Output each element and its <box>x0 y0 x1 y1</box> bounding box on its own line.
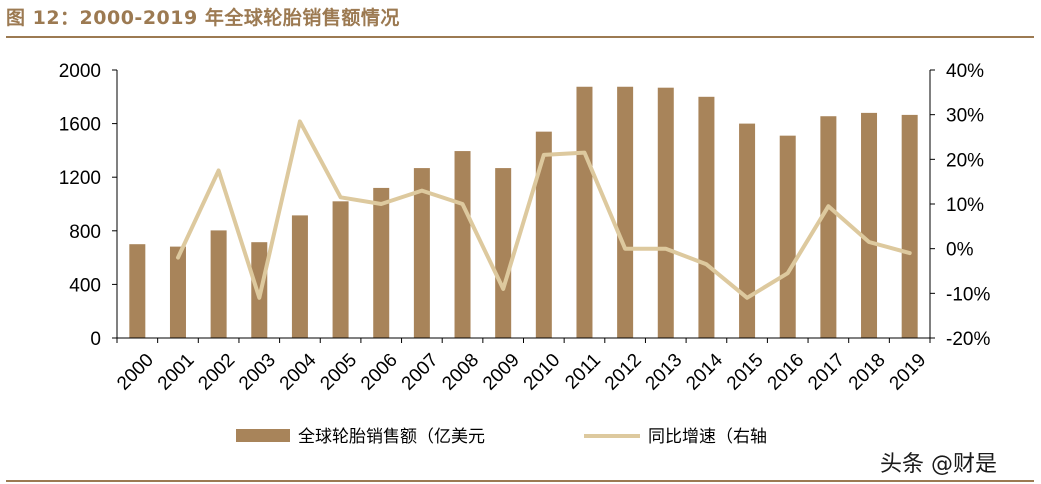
bar-2006 <box>373 187 390 338</box>
x-tick-label: 2009 <box>479 350 524 395</box>
bar-2013 <box>657 87 674 338</box>
bar-2012 <box>617 86 634 338</box>
bar-2018 <box>861 112 878 338</box>
x-tick-label: 2011 <box>561 350 605 394</box>
bar-2009 <box>495 168 512 338</box>
right-tick-label: 10% <box>946 195 984 216</box>
bar-2019 <box>901 114 918 338</box>
bar-2005 <box>332 201 349 338</box>
x-tick-label: 2018 <box>845 350 890 395</box>
bar-2001 <box>169 246 186 338</box>
bar-2008 <box>454 151 471 338</box>
legend-bar-label: 全球轮胎销售额（亿美元 <box>298 427 485 447</box>
x-tick-label: 2015 <box>723 350 768 395</box>
x-tick-label: 2008 <box>438 350 483 395</box>
x-tick-label: 2017 <box>804 350 849 395</box>
right-tick-label: 20% <box>946 150 984 171</box>
right-tick-label: 30% <box>946 106 984 127</box>
left-tick-label: 1600 <box>59 115 101 136</box>
x-tick-label: 2002 <box>194 350 239 395</box>
x-tick-label: 2016 <box>764 350 809 395</box>
left-tick-label: 400 <box>69 275 101 296</box>
legend-bar-swatch <box>236 429 290 442</box>
bar-2002 <box>210 230 227 338</box>
left-tick-label: 800 <box>69 222 101 243</box>
top-divider <box>6 36 1034 38</box>
bar-2010 <box>535 131 552 338</box>
x-tick-label: 2014 <box>682 349 727 394</box>
x-tick-label: 2010 <box>520 350 565 395</box>
bar-2016 <box>779 135 796 338</box>
left-tick-label: 1200 <box>59 168 101 189</box>
x-tick-label: 2000 <box>113 350 158 395</box>
x-tick-label: 2007 <box>398 350 443 395</box>
x-tick-label: 2013 <box>642 350 687 395</box>
x-tick-label: 2019 <box>886 350 931 395</box>
x-tick-label: 2001 <box>154 350 199 395</box>
x-tick-label: 2005 <box>316 350 361 395</box>
legend-line-label: 同比增速（右轴 <box>648 427 767 447</box>
x-tick-label: 2004 <box>276 349 321 394</box>
right-tick-label: 40% <box>946 61 984 82</box>
bottom-divider <box>6 480 1034 482</box>
bar-2004 <box>291 215 308 338</box>
right-tick-label: -10% <box>946 284 990 305</box>
bar-2017 <box>820 116 837 338</box>
right-tick-label: 0% <box>946 240 974 261</box>
bar-2000 <box>129 244 146 338</box>
watermark: 头条 @财是 <box>880 452 997 477</box>
bar-2015 <box>739 123 756 338</box>
bar-2007 <box>413 168 430 338</box>
bar-2014 <box>698 96 715 338</box>
bar-2011 <box>576 86 593 338</box>
left-tick-label: 0 <box>90 329 101 350</box>
x-tick-label: 2012 <box>601 350 646 395</box>
left-tick-label: 2000 <box>59 61 101 82</box>
x-tick-label: 2003 <box>235 350 280 395</box>
x-tick-label: 2006 <box>357 350 402 395</box>
figure-title: 图 12：2000-2019 年全球轮胎销售额情况 <box>6 7 400 29</box>
right-tick-label: -20% <box>946 329 990 350</box>
